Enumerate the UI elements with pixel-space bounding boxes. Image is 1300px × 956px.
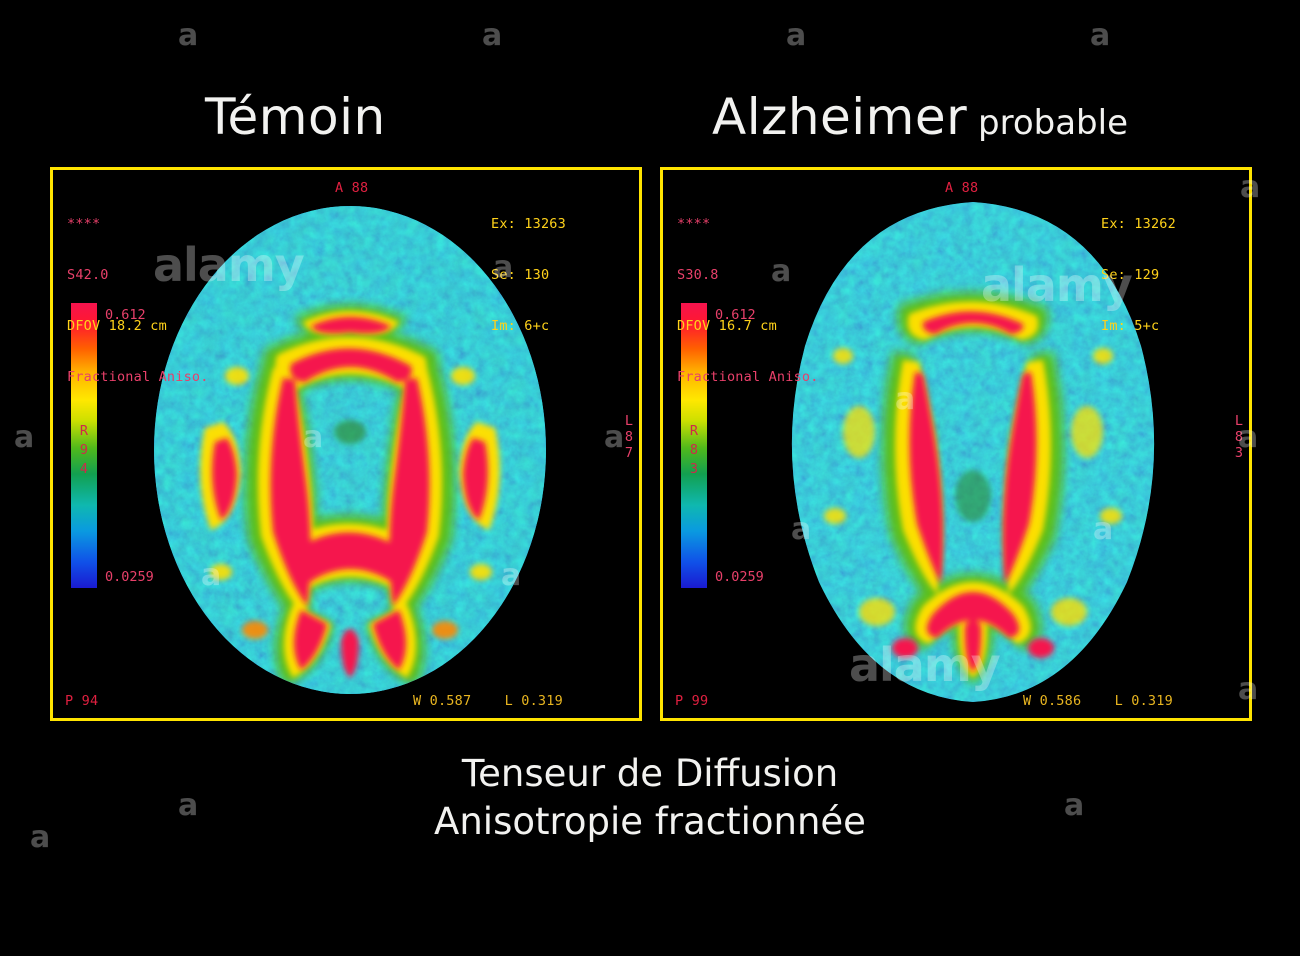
dicom-series-alzheimer: Se: 129: [1101, 267, 1160, 283]
brain-image-alzheimer: [773, 196, 1173, 708]
dicom-exam-info-control: Ex: 13263 Se: 130 Im: 6+c: [491, 182, 566, 369]
watermark-letter: a: [1090, 18, 1110, 53]
panel-title-alzheimer-qualifier: probable: [967, 103, 1129, 143]
panel-title-alzheimer-text: Alzheimer: [712, 88, 968, 146]
level-value-alzheimer: L 0.319: [1114, 693, 1173, 709]
colorbar-min-label-control: 0.0259: [105, 569, 154, 585]
colorbar-max-label-alzheimer: 0.612: [715, 307, 756, 323]
orientation-left-value1-control: 8: [624, 429, 633, 445]
dicom-slice-location-control: S42.0: [67, 267, 109, 283]
panel-title-control-text: Témoin: [205, 88, 386, 146]
caption-line-1: Tenseur de Diffusion: [461, 752, 839, 795]
dicom-exam-info-alzheimer: Ex: 13262 Se: 129 Im: 5+c: [1101, 182, 1176, 369]
watermark-letter: a: [786, 18, 806, 53]
orientation-left-value1-alzheimer: 8: [1234, 429, 1243, 445]
footer-bar: alamy Image ID: CRYF97 www.alamy.com: [0, 880, 1300, 956]
orientation-right-value2-control: 4: [79, 461, 89, 477]
watermark-letter: a: [482, 18, 502, 53]
dicom-slice-location-alzheimer: S30.8: [677, 267, 719, 283]
orientation-left-marker-alzheimer: L 8 3: [1235, 413, 1243, 461]
orientation-right-value2-alzheimer: 3: [689, 461, 699, 477]
orientation-left-value2-alzheimer: 3: [1234, 445, 1243, 461]
orientation-right-value1-alzheimer: 8: [689, 442, 699, 458]
window-value-alzheimer: W 0.586: [1023, 693, 1082, 709]
colorbar-control: 0.612 0.0259 R 9 4: [71, 303, 201, 588]
scan-viewport-alzheimer: 0.612 0.0259 R 8 3 **** S30.8 DFOV 16.7 …: [663, 170, 1249, 718]
level-value-control: L 0.319: [504, 693, 563, 709]
colorbar-max-label-control: 0.612: [105, 307, 146, 323]
fa-map-control: [154, 206, 546, 694]
caption-line-2: Anisotropie fractionnée: [434, 800, 866, 843]
colorbar-min-label-alzheimer: 0.0259: [715, 569, 764, 585]
orientation-anterior-alzheimer: A 88: [945, 180, 979, 196]
dicom-image-control: Im: 6+c: [491, 318, 550, 334]
orientation-right-letter-control: R: [79, 423, 89, 439]
scan-viewport-control: 0.612 0.0259 R 9 4 **** S42.0 DFOV 18.2 …: [53, 170, 639, 718]
watermark-letter: a: [14, 420, 34, 455]
dicom-asterisks-control: ****: [67, 216, 101, 232]
orientation-left-letter-alzheimer: L: [1234, 413, 1243, 429]
orientation-left-marker-control: L 8 7: [625, 413, 633, 461]
orientation-posterior-control: P 94: [65, 693, 99, 709]
dicom-asterisks-alzheimer: ****: [677, 216, 711, 232]
orientation-left-value2-control: 7: [624, 445, 633, 461]
dicom-header-control: **** S42.0 DFOV 18.2 cm Fractional Aniso…: [67, 182, 209, 420]
colorbar-alzheimer: 0.612 0.0259 R 8 3: [681, 303, 811, 588]
dicom-image-alzheimer: Im: 5+c: [1101, 318, 1160, 334]
scan-panel-control[interactable]: 0.612 0.0259 R 9 4 **** S42.0 DFOV 18.2 …: [50, 167, 642, 721]
window-value-control: W 0.587: [413, 693, 472, 709]
dicom-map-type-control: Fractional Aniso.: [67, 369, 209, 385]
window-level-alzheimer: W 0.586 L 0.319: [1023, 693, 1173, 710]
panel-title-control: Témoin: [205, 88, 386, 146]
dicom-dfov-control: DFOV 18.2 cm: [67, 318, 167, 334]
brain-image-control: [145, 200, 555, 700]
orientation-posterior-alzheimer: P 99: [675, 693, 709, 709]
orientation-left-letter-control: L: [624, 413, 633, 429]
window-level-control: W 0.587 L 0.319: [413, 693, 563, 710]
dicom-dfov-alzheimer: DFOV 16.7 cm: [677, 318, 777, 334]
colorbar-gradient-control: [71, 303, 97, 588]
watermark-letter: a: [178, 18, 198, 53]
dicom-map-type-alzheimer: Fractional Aniso.: [677, 369, 819, 385]
orientation-right-value1-control: 9: [79, 442, 89, 458]
orientation-right-letter-alzheimer: R: [689, 423, 699, 439]
orientation-right-marker-alzheimer: R 8 3: [685, 422, 703, 479]
dicom-exam-control: Ex: 13263: [491, 216, 566, 232]
fa-map-alzheimer: [791, 202, 1155, 702]
colorbar-gradient-alzheimer: [681, 303, 707, 588]
dicom-series-control: Se: 130: [491, 267, 550, 283]
panel-title-alzheimer: Alzheimer probable: [712, 88, 1128, 146]
orientation-anterior-control: A 88: [335, 180, 369, 196]
dicom-exam-alzheimer: Ex: 13262: [1101, 216, 1176, 232]
scan-panel-alzheimer[interactable]: 0.612 0.0259 R 8 3 **** S30.8 DFOV 16.7 …: [660, 167, 1252, 721]
dicom-header-alzheimer: **** S30.8 DFOV 16.7 cm Fractional Aniso…: [677, 182, 819, 420]
orientation-right-marker-control: R 9 4: [75, 422, 93, 479]
